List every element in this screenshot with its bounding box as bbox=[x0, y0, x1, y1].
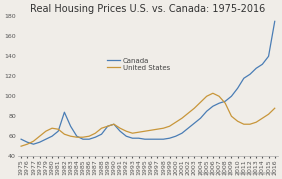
United States bbox=[180, 117, 184, 119]
Canada bbox=[186, 127, 190, 129]
Canada bbox=[273, 20, 276, 22]
Canada bbox=[236, 87, 239, 89]
Canada bbox=[69, 125, 72, 127]
Canada bbox=[100, 133, 103, 135]
United States bbox=[63, 133, 66, 135]
United States bbox=[69, 135, 72, 137]
United States bbox=[81, 136, 85, 138]
Canada bbox=[261, 63, 264, 65]
United States bbox=[75, 136, 78, 138]
United States bbox=[199, 101, 202, 103]
United States bbox=[217, 95, 221, 97]
Canada bbox=[267, 55, 270, 57]
Canada bbox=[230, 95, 233, 97]
United States bbox=[261, 117, 264, 119]
United States bbox=[248, 123, 252, 125]
United States bbox=[100, 127, 103, 129]
United States bbox=[224, 102, 227, 104]
United States bbox=[44, 130, 48, 132]
Canada bbox=[44, 138, 48, 140]
Canada bbox=[106, 125, 109, 127]
Canada bbox=[211, 105, 215, 107]
United States bbox=[94, 132, 97, 134]
United States bbox=[50, 127, 54, 129]
United States bbox=[168, 125, 171, 127]
United States bbox=[267, 113, 270, 115]
United States bbox=[143, 130, 147, 132]
Line: Canada: Canada bbox=[21, 21, 275, 144]
Canada bbox=[155, 138, 159, 140]
Text: Source: Dallas Federal Reserve: Source: Dallas Federal Reserve bbox=[198, 171, 274, 176]
United States bbox=[162, 127, 165, 129]
Canada bbox=[50, 135, 54, 137]
United States bbox=[273, 107, 276, 109]
Canada bbox=[94, 136, 97, 138]
Canada bbox=[224, 100, 227, 102]
United States bbox=[193, 107, 196, 109]
Canada bbox=[131, 137, 134, 139]
Canada bbox=[118, 130, 122, 132]
Canada bbox=[162, 138, 165, 140]
Canada bbox=[112, 123, 116, 125]
United States bbox=[131, 132, 134, 134]
Canada bbox=[205, 110, 208, 112]
Canada bbox=[217, 102, 221, 104]
Canada bbox=[56, 130, 60, 132]
United States bbox=[32, 140, 35, 142]
Canada bbox=[149, 138, 153, 140]
Canada bbox=[180, 132, 184, 134]
Canada bbox=[75, 135, 78, 137]
Canada bbox=[81, 138, 85, 140]
Canada bbox=[242, 77, 246, 79]
Canada bbox=[254, 67, 258, 69]
United States bbox=[205, 95, 208, 97]
United States bbox=[155, 128, 159, 130]
United States bbox=[230, 115, 233, 117]
Legend: Canada, United States: Canada, United States bbox=[105, 55, 173, 73]
Canada bbox=[26, 141, 29, 143]
Canada bbox=[125, 135, 128, 137]
United States bbox=[254, 121, 258, 123]
United States bbox=[87, 135, 91, 137]
Canada bbox=[137, 137, 140, 139]
Canada bbox=[87, 138, 91, 140]
United States bbox=[26, 143, 29, 145]
United States bbox=[211, 92, 215, 94]
United States bbox=[236, 120, 239, 122]
Canada bbox=[193, 122, 196, 124]
Line: United States: United States bbox=[21, 93, 275, 146]
Canada bbox=[199, 117, 202, 119]
United States bbox=[137, 131, 140, 133]
United States bbox=[174, 121, 177, 123]
United States bbox=[19, 145, 23, 147]
Canada bbox=[32, 143, 35, 145]
Canada bbox=[168, 137, 171, 139]
Title: Real Housing Prices U.S. vs. Canada: 1975-2016: Real Housing Prices U.S. vs. Canada: 197… bbox=[30, 4, 266, 14]
Canada bbox=[19, 138, 23, 140]
Canada bbox=[38, 141, 41, 143]
United States bbox=[186, 112, 190, 114]
United States bbox=[242, 123, 246, 125]
United States bbox=[38, 135, 41, 137]
Canada bbox=[143, 138, 147, 140]
Canada bbox=[174, 135, 177, 137]
United States bbox=[106, 125, 109, 127]
Canada bbox=[63, 111, 66, 113]
United States bbox=[118, 127, 122, 129]
United States bbox=[149, 129, 153, 131]
United States bbox=[112, 123, 116, 125]
Canada bbox=[248, 73, 252, 75]
United States bbox=[56, 128, 60, 130]
United States bbox=[125, 130, 128, 132]
